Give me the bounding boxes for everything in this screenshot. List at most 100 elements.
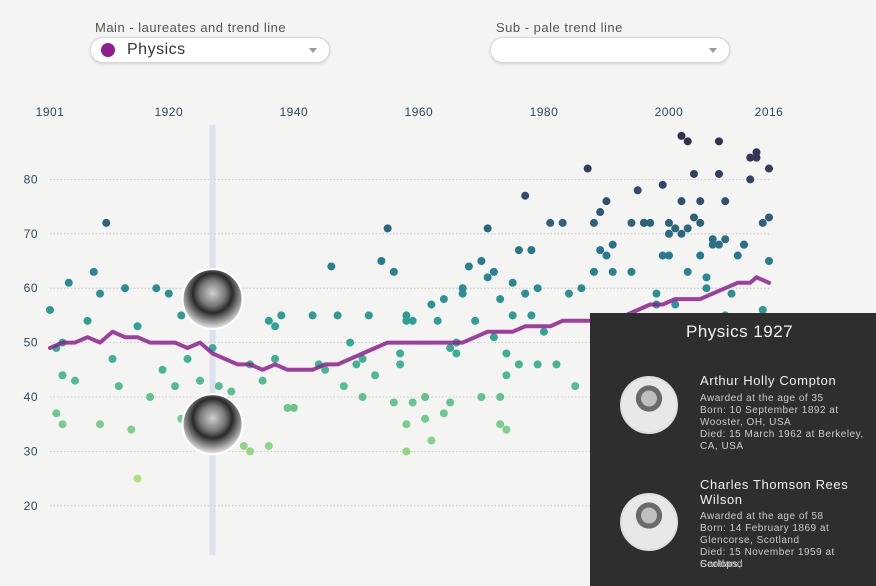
laureate-point (758, 218, 767, 227)
laureate-point (664, 251, 673, 260)
y-tick-label: 20 (24, 499, 38, 513)
laureate-point (477, 257, 486, 265)
highlight-avatars (181, 268, 244, 456)
main-select-value: Physics (127, 41, 186, 58)
laureate-point (639, 218, 648, 227)
laureate-point (521, 289, 530, 298)
laureate-point (489, 267, 498, 276)
laureate-point (633, 186, 642, 195)
chevron-down-icon (709, 48, 717, 53)
laureate-points (46, 131, 773, 483)
laureate-point (352, 360, 361, 369)
highlight-year-bar[interactable] (209, 125, 216, 555)
laureate-point (383, 224, 392, 233)
laureate-point (608, 240, 617, 249)
laureate-point (658, 251, 667, 260)
laureate-point (671, 300, 680, 309)
laureate-point (527, 246, 536, 255)
laureate-point (283, 403, 292, 412)
laureate-name: Arthur Holly Compton (700, 373, 837, 388)
laureate-point (746, 175, 755, 184)
laureate-point (308, 311, 317, 320)
laureate-point (471, 316, 480, 325)
laureate-point (752, 153, 761, 162)
laureate-point (677, 229, 686, 238)
laureate-point (464, 262, 473, 271)
y-tick-label: 80 (24, 172, 38, 186)
laureate-point (264, 316, 273, 325)
laureate-point (177, 311, 186, 320)
laureate-tooltip: Physics 1927 Arthur Holly Compton Awarde… (590, 313, 876, 586)
laureate-point (333, 311, 342, 320)
laureate-died-place: CA, USA (700, 441, 744, 452)
y-tick-label: 40 (24, 390, 38, 404)
laureate-point (483, 273, 492, 282)
laureate-point (521, 191, 530, 200)
laureate-born-place: Glencorse, Scotland (700, 535, 800, 546)
laureate-point (508, 311, 517, 320)
laureate-point (258, 376, 267, 385)
laureate-point (646, 218, 655, 227)
y-tick-label: 70 (24, 227, 38, 241)
laureate-point (577, 284, 586, 293)
laureate-point (127, 425, 136, 434)
laureate-award-age: Awarded at the age of 58 (700, 511, 824, 522)
laureate-point (733, 251, 742, 260)
laureate-point (546, 218, 555, 227)
laureate-point (508, 278, 517, 287)
x-tick-label: 1940 (279, 105, 308, 119)
laureate-point (683, 137, 692, 146)
laureate-point (421, 393, 430, 401)
laureate-point (596, 246, 605, 255)
laureate-point (721, 197, 730, 206)
main-category-select[interactable]: Physics (90, 37, 330, 63)
laureate-point (652, 289, 661, 298)
laureate-point (439, 295, 448, 304)
laureate-avatar (181, 393, 244, 456)
laureate-point (289, 403, 298, 412)
laureate-point (677, 197, 686, 206)
laureate-point (714, 137, 723, 146)
laureate-point (496, 393, 505, 401)
laureate-point (689, 169, 698, 178)
laureate-point (58, 371, 67, 380)
laureate-point (589, 218, 598, 227)
laureate-point (446, 398, 455, 407)
laureate-point (746, 153, 755, 162)
laureate-point (402, 420, 411, 429)
laureate-point (658, 180, 667, 189)
laureate-point (171, 382, 180, 391)
category-color-dot (101, 43, 115, 57)
laureate-point (564, 289, 573, 298)
x-tick-label: 1980 (530, 105, 559, 119)
sub-category-select[interactable] (490, 37, 730, 63)
laureate-point (427, 436, 436, 445)
laureate-point (533, 360, 542, 369)
laureate-point (133, 322, 142, 331)
y-tick-label: 50 (24, 336, 38, 350)
x-tick-label: 2016 (755, 105, 784, 119)
main-select-label: Main - laureates and trend line (95, 20, 287, 35)
laureate-point (214, 382, 223, 391)
laureate-point (396, 360, 405, 369)
laureate-point (358, 354, 367, 363)
main-control: Main - laureates and trend line (95, 20, 286, 35)
laureate-point (96, 289, 105, 298)
laureate-point (696, 218, 705, 227)
laureate-point (596, 208, 605, 217)
laureate-point (89, 267, 98, 276)
laureate-point (452, 349, 461, 358)
laureate-point (271, 354, 280, 363)
x-tick-label: 2000 (655, 105, 684, 119)
laureate-point (502, 349, 511, 358)
laureate-point (227, 387, 236, 396)
laureate-point (196, 376, 205, 385)
laureate-point (427, 300, 436, 309)
x-tick-label: 1960 (405, 105, 434, 119)
laureate-point (696, 251, 705, 260)
laureate-point (46, 305, 54, 314)
laureate-point (502, 371, 511, 380)
y-axis-ticks: 20 30 40 50 60 70 80 (24, 172, 38, 512)
laureate-point (114, 382, 123, 391)
laureate-point (664, 229, 673, 238)
